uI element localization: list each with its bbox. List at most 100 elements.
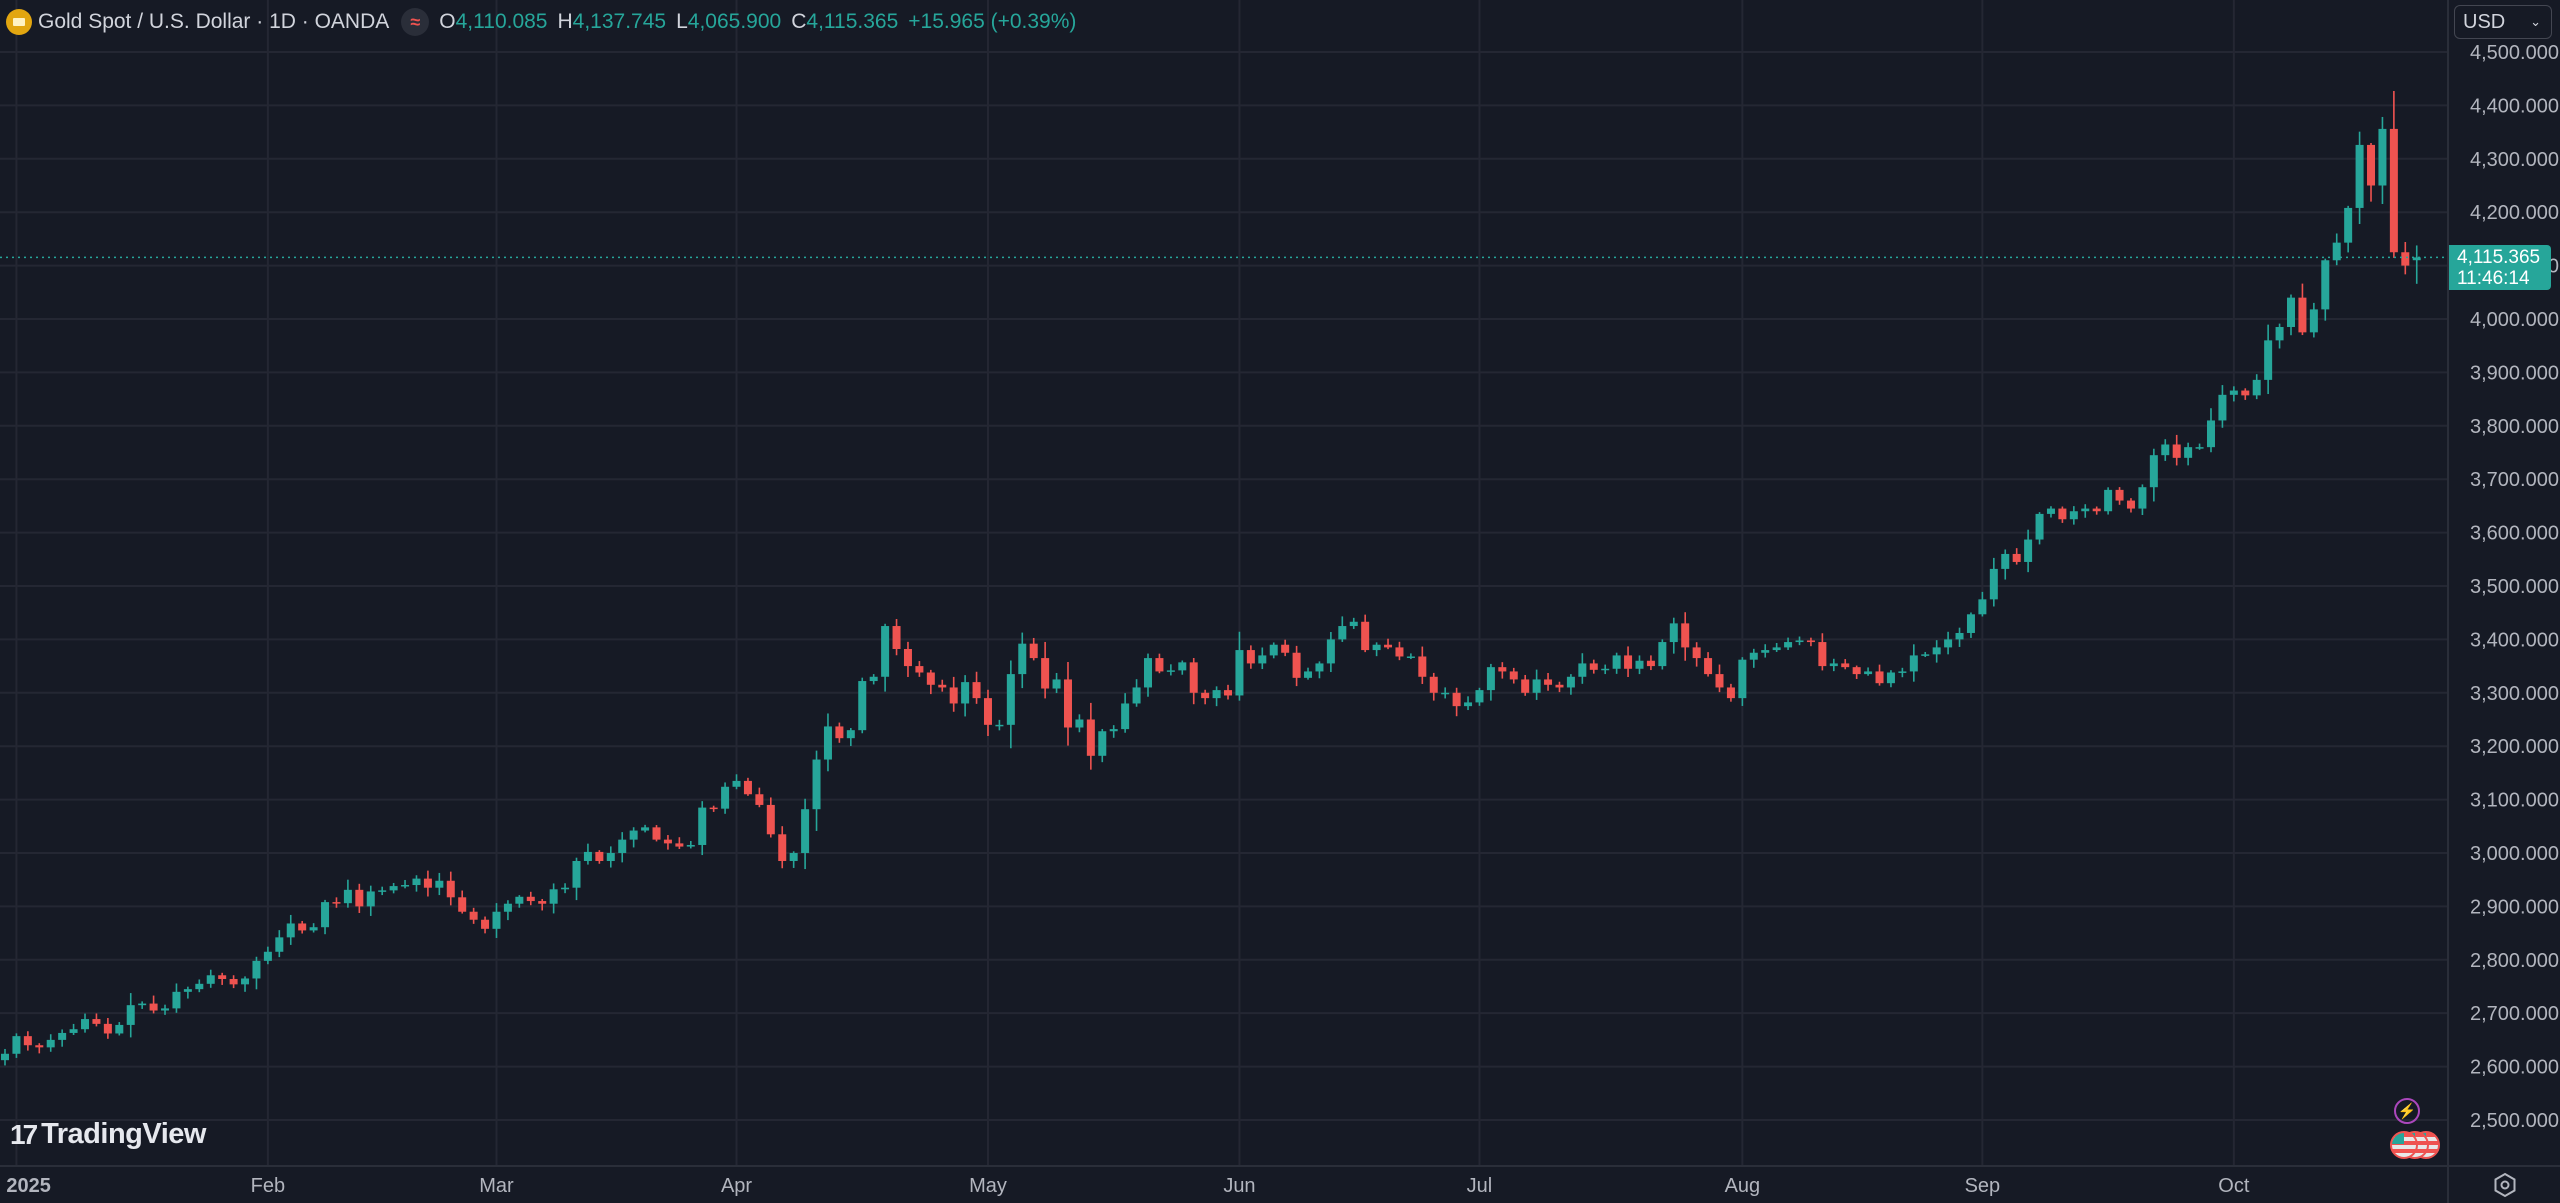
candle-up: [1304, 667, 1313, 680]
candle-body: [1144, 658, 1152, 688]
candle-down: [2058, 506, 2067, 523]
y-tick-label: 4,300.000: [2470, 149, 2559, 171]
candle-up: [1612, 652, 1621, 674]
candle-up: [81, 1013, 90, 1033]
candle-up: [1829, 658, 1838, 672]
candle-up: [492, 903, 501, 938]
symbol-title[interactable]: Gold Spot / U.S. Dollar · 1D · OANDA: [38, 10, 390, 33]
candle-up: [1098, 728, 1107, 763]
candle-up: [1772, 642, 1781, 652]
candle-body: [1441, 692, 1450, 695]
candle-down: [1224, 684, 1233, 700]
candle-up: [126, 993, 135, 1038]
candle-body: [1658, 642, 1667, 667]
candle-down: [903, 641, 912, 677]
candle-down: [2115, 487, 2124, 505]
change-value: +15.965 (+0.39%): [908, 10, 1077, 33]
candle-body: [1178, 662, 1187, 671]
wave-approx-icon[interactable]: ≈: [401, 8, 430, 36]
candle-down: [1041, 641, 1050, 699]
candle-body: [1246, 650, 1255, 664]
candle-body: [92, 1019, 101, 1024]
y-tick-label: 3,700.000: [2470, 469, 2559, 491]
candle-down: [2241, 388, 2250, 400]
candle-body: [2115, 489, 2124, 501]
candle-down: [332, 897, 341, 908]
candle-up: [583, 843, 592, 865]
candle-up: [2218, 385, 2227, 428]
settings-gear-icon[interactable]: [2490, 1170, 2520, 1200]
candle-body: [995, 724, 1004, 727]
candle-down: [458, 890, 467, 914]
candle-body: [732, 780, 741, 787]
candle-body: [1692, 647, 1701, 659]
candle-body: [629, 830, 638, 840]
candle-body: [1475, 690, 1484, 703]
candle-down: [1395, 641, 1404, 661]
candle-up: [1486, 663, 1495, 701]
y-tick-label: 2,600.000: [2470, 1057, 2559, 1079]
candle-body: [1429, 676, 1438, 693]
candle-up: [812, 750, 821, 831]
last-price-value: 4,115.365: [2457, 247, 2541, 268]
candle-down: [1155, 653, 1164, 674]
candle-up: [1738, 657, 1747, 706]
x-tick-label: Feb: [251, 1175, 285, 1197]
candle-body: [401, 885, 410, 887]
candle-up: [1578, 653, 1587, 684]
candle-body: [858, 681, 867, 731]
x-tick-label: Apr: [721, 1175, 752, 1197]
candle-body: [183, 989, 192, 992]
candle-body: [2172, 444, 2181, 458]
candle-body: [721, 786, 730, 809]
candle-body: [69, 1029, 78, 1033]
candle-body: [1395, 647, 1404, 657]
candle-body: [1235, 650, 1244, 696]
lightning-event-icon[interactable]: ⚡: [2394, 1098, 2420, 1124]
candle-up: [172, 983, 181, 1013]
candle-up: [1532, 669, 1541, 700]
close-label: C: [791, 10, 807, 33]
candle-up: [1372, 642, 1381, 657]
candle-up: [1966, 612, 1975, 638]
candle-up: [1944, 631, 1953, 655]
candle-body: [1304, 671, 1313, 678]
candle-body: [2389, 128, 2398, 253]
candle-body: [458, 897, 467, 912]
candle-body: [1898, 671, 1907, 673]
candle-up: [1235, 631, 1244, 701]
candle-body: [378, 890, 387, 892]
candle-up: [1441, 687, 1450, 699]
candle-body: [549, 889, 558, 904]
candle-up: [286, 914, 295, 945]
candle-body: [1452, 692, 1461, 707]
y-tick-label: 3,900.000: [2470, 362, 2559, 384]
candle-body: [675, 843, 684, 847]
candle-down: [1704, 652, 1713, 677]
candle-down: [1681, 612, 1690, 661]
candle-body: [789, 852, 798, 861]
candle-body: [1646, 660, 1655, 667]
tradingview-logo[interactable]: 17 TradingView: [10, 1118, 206, 1151]
candle-down: [218, 972, 227, 985]
candle-down: [229, 975, 238, 989]
us-flag-icon[interactable]: [2390, 1131, 2418, 1159]
x-tick-label: Jul: [1467, 1175, 1493, 1197]
currency-select[interactable]: USD ⌄: [2454, 5, 2552, 39]
candle-body: [915, 666, 924, 673]
x-tick-label: 2025: [6, 1175, 51, 1197]
candle-down: [538, 898, 547, 911]
candle-up: [789, 851, 798, 868]
candle-up: [275, 930, 284, 958]
candle-up: [2321, 258, 2330, 321]
candle-up: [1178, 660, 1187, 675]
candle-body: [1498, 667, 1507, 672]
economic-events[interactable]: [2390, 1131, 2450, 1161]
candle-body: [2344, 207, 2353, 243]
candle-up: [1932, 640, 1941, 663]
candle-body: [892, 626, 901, 650]
candle-down: [2172, 434, 2181, 466]
candle-up: [2149, 448, 2158, 502]
candle-body: [1361, 621, 1370, 651]
